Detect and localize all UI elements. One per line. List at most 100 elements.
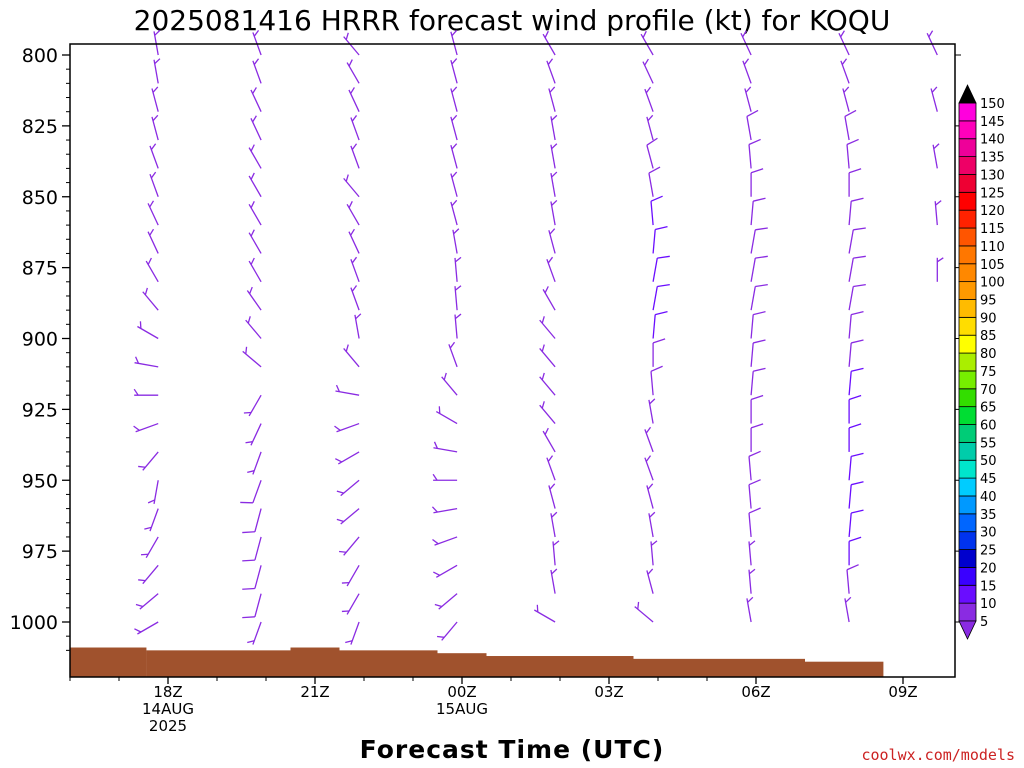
wind-barb [343, 32, 360, 56]
wind-barb [650, 195, 663, 226]
wind-barb [343, 174, 360, 198]
wind-barb [336, 479, 360, 497]
wind-barb [539, 401, 556, 424]
y-axis: 800 825 850 875 900 925 950 975 1000 [10, 45, 961, 651]
wind-barb [252, 58, 262, 84]
colorbar-swatch [958, 459, 977, 479]
wind-barb [848, 452, 864, 481]
colorbar-swatch [958, 209, 977, 229]
wind-barb [450, 199, 458, 226]
wind-barb [134, 621, 159, 635]
wind-barb [142, 287, 159, 311]
wind-barb [350, 285, 360, 311]
wind-barb [934, 200, 942, 226]
colorbar-label: 70 [980, 383, 997, 398]
colorbar-label: 150 [980, 97, 1005, 112]
wind-barb [840, 58, 850, 84]
wind-barb [930, 86, 938, 112]
terrain-segment [146, 650, 291, 677]
wind-barb [750, 168, 764, 197]
wind-barb [450, 114, 458, 141]
terrain-segment [486, 656, 634, 677]
wind-barb [151, 114, 159, 141]
x-tick-label: 14AUG [142, 700, 194, 718]
wind-barb [149, 171, 159, 197]
colorbar-label: 25 [980, 544, 997, 559]
wind-barb [932, 143, 940, 169]
wind-barb [550, 171, 558, 197]
wind-barb [750, 339, 766, 367]
wind-barb [341, 593, 360, 615]
wind-barb [550, 143, 558, 169]
wind-barb [336, 508, 360, 525]
wind-barb [848, 227, 866, 254]
wind-barb [147, 228, 159, 254]
x-tick-label: 15AUG [436, 700, 488, 718]
wind-barb [750, 423, 764, 452]
wind-barb [746, 109, 759, 141]
wind-barb [844, 596, 852, 623]
wind-barb [648, 166, 661, 197]
wind-barb [646, 568, 654, 594]
colorbar-label: 55 [980, 436, 997, 451]
wind-barb [348, 228, 360, 254]
wind-barb [926, 30, 938, 56]
wind-barb [354, 313, 362, 339]
wind-barb [936, 257, 944, 282]
y-tick-label: 800 [22, 45, 58, 67]
wind-barb [145, 257, 159, 283]
wind-barb [848, 168, 862, 197]
wind-barb [248, 172, 262, 198]
y-tick-label: 850 [22, 187, 58, 209]
wind-barb [634, 601, 654, 623]
chart-title: 2025081416 HRRR forecast wind profile (k… [134, 4, 891, 37]
wind-barb [435, 406, 458, 425]
wind-barb [134, 356, 159, 368]
wind-barb [133, 422, 159, 433]
wind-barb [242, 508, 262, 534]
wind-barb [339, 536, 360, 556]
colorbar-label: 20 [980, 561, 997, 576]
wind-barb [348, 87, 360, 112]
colorbar-swatch [958, 334, 977, 354]
x-axis-label: Forecast Time (UTC) [360, 735, 665, 764]
wind-barb [548, 228, 556, 254]
wind-barb [334, 422, 360, 433]
colorbar-swatch [958, 424, 977, 443]
colorbar-swatch [958, 227, 977, 247]
wind-barb [848, 339, 864, 367]
wind-barb [742, 58, 752, 84]
colorbar-label: 110 [980, 240, 1005, 255]
wind-barb [848, 255, 866, 282]
wind-barb [650, 365, 663, 396]
wind-barb [454, 285, 462, 311]
wind-barb [450, 143, 458, 169]
colorbar-swatch [958, 174, 977, 193]
colorbar-label: 15 [980, 579, 997, 594]
colorbar-swatch [958, 316, 977, 336]
colorbar-label: 50 [980, 454, 997, 469]
wind-barb [539, 316, 556, 339]
colorbar-swatch [958, 191, 977, 211]
wind-barb [750, 284, 768, 311]
wind-barb [646, 114, 654, 141]
wind-barb [448, 341, 458, 368]
colorbar-label: 120 [980, 204, 1005, 219]
wind-barb [546, 256, 556, 283]
wind-barb [748, 138, 761, 169]
wind-barb [642, 58, 654, 84]
wind-barb [248, 201, 262, 226]
wind-barb [750, 197, 766, 226]
wind-barb [250, 87, 262, 112]
wind-barb [137, 321, 159, 340]
y-tick-label: 975 [22, 541, 58, 563]
terrain-segment [70, 647, 147, 677]
colorbar-swatch [958, 281, 977, 300]
wind-barb [648, 511, 656, 538]
colorbar-label: 65 [980, 401, 997, 416]
wind-barb [434, 593, 458, 610]
wind-barb [750, 394, 764, 424]
wind-barb [433, 564, 458, 578]
wind-barb [848, 311, 864, 339]
